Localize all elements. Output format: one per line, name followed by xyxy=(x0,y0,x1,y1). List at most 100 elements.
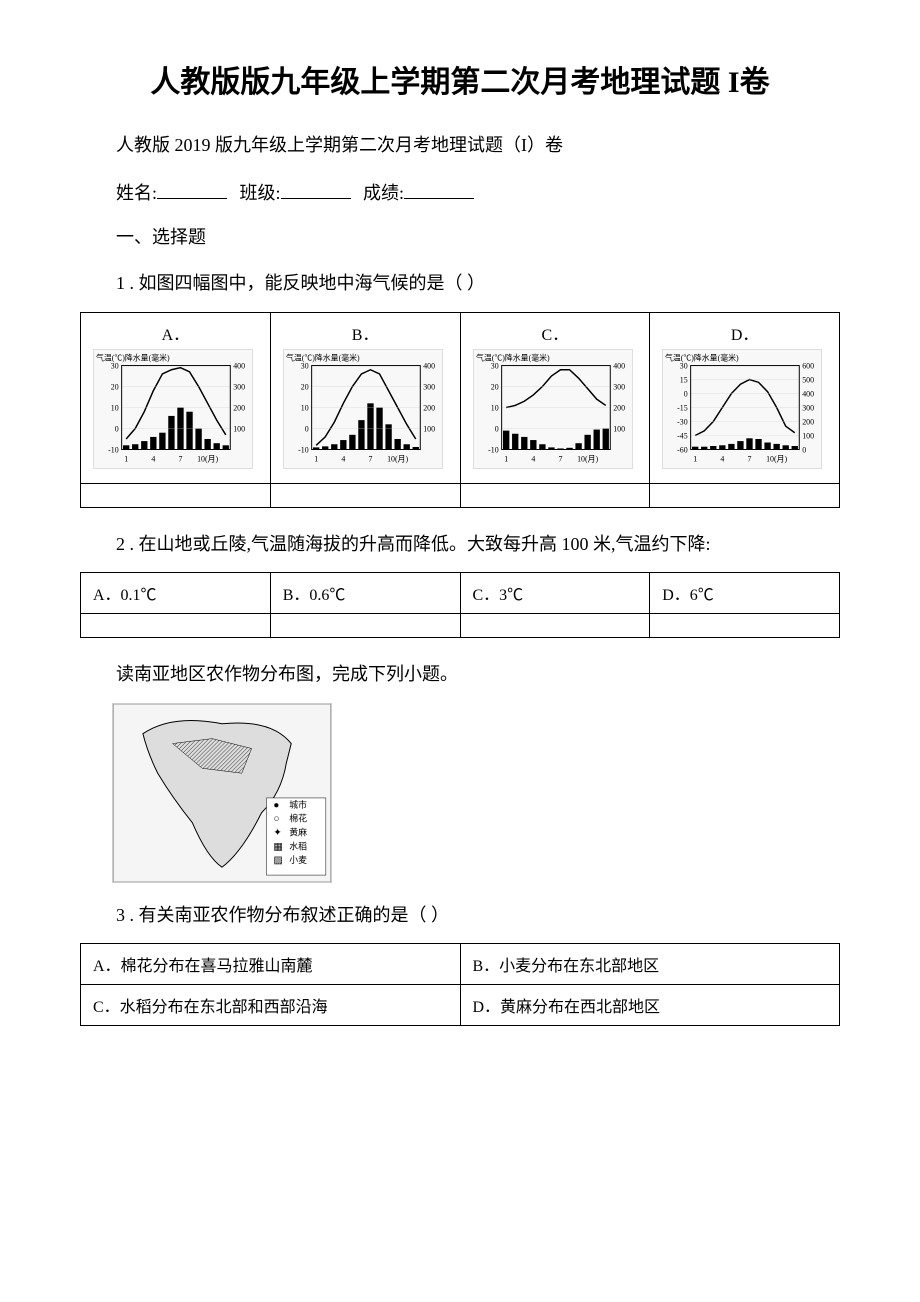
empty-cell xyxy=(650,614,840,638)
score-blank[interactable] xyxy=(404,198,474,199)
option-b: B．小麦分布在东北部地区 xyxy=(460,943,840,984)
svg-text:200: 200 xyxy=(802,417,814,426)
class-blank[interactable] xyxy=(281,198,351,199)
section-heading: 一、选择题 xyxy=(80,223,840,249)
question-3-options-table: A．棉花分布在喜马拉雅山南麓 B．小麦分布在东北部地区 C．水稻分布在东北部和西… xyxy=(80,943,840,1026)
svg-text:-60: -60 xyxy=(677,445,688,454)
svg-text:1: 1 xyxy=(124,454,128,463)
svg-text:水稻: 水稻 xyxy=(289,840,307,851)
option-d: D．黄麻分布在西北部地区 xyxy=(460,984,840,1025)
svg-text:小麦: 小麦 xyxy=(289,854,307,865)
table-row: A． 气温(℃)降水量(毫米) 3020100-10400300200100 1… xyxy=(81,312,840,483)
svg-text:30: 30 xyxy=(301,361,309,370)
climate-chart-d: 气温(℃)降水量(毫米) 30150-15-30-45-606005004003… xyxy=(662,349,822,469)
svg-text:4: 4 xyxy=(721,454,725,463)
empty-cell xyxy=(460,483,650,507)
option-b-cell: B． 气温(℃)降水量(毫米) 3020100-10400300200100 1… xyxy=(270,312,460,483)
empty-cell xyxy=(460,614,650,638)
svg-text:4: 4 xyxy=(151,454,155,463)
svg-text:10: 10 xyxy=(301,403,309,412)
axis-label: 气温(℃)降水量(毫米) xyxy=(475,352,549,362)
svg-text:1: 1 xyxy=(504,454,508,463)
svg-text:600: 600 xyxy=(802,361,814,370)
name-blank[interactable] xyxy=(157,198,227,199)
svg-text:30: 30 xyxy=(111,361,119,370)
table-row xyxy=(81,614,840,638)
svg-text:1: 1 xyxy=(314,454,318,463)
svg-text:▦: ▦ xyxy=(273,841,282,852)
climate-chart-a: 气温(℃)降水量(毫米) 3020100-10400300200100 1471… xyxy=(93,349,253,469)
empty-cell xyxy=(81,483,271,507)
page-title: 人教版版九年级上学期第二次月考地理试题 I卷 xyxy=(80,60,840,105)
option-c: C．水稻分布在东北部和西部沿海 xyxy=(81,984,461,1025)
svg-text:20: 20 xyxy=(111,382,119,391)
option-a-cell: A． 气温(℃)降水量(毫米) 3020100-10400300200100 1… xyxy=(81,312,271,483)
option-a-label: A． xyxy=(93,321,258,345)
svg-text:棉花: 棉花 xyxy=(289,812,307,823)
svg-text:0: 0 xyxy=(684,389,688,398)
svg-text:10: 10 xyxy=(111,403,119,412)
option-d-label: D． xyxy=(662,321,827,345)
question-1-text: 1 . 如图四幅图中，能反映地中海气候的是（ ） xyxy=(80,267,840,299)
svg-text:-30: -30 xyxy=(677,417,688,426)
svg-text:▨: ▨ xyxy=(273,855,282,866)
option-c: C．3℃ xyxy=(460,573,650,614)
map-svg: ●城市○棉花✦黄麻▦水稻▨小麦 xyxy=(113,704,331,882)
svg-text:300: 300 xyxy=(802,403,814,412)
svg-text:●: ● xyxy=(273,799,279,810)
table-row xyxy=(81,483,840,507)
empty-cell xyxy=(270,483,460,507)
svg-text:7: 7 xyxy=(179,454,183,463)
question-2-text: 2 . 在山地或丘陵,气温随海拔的升高而降低。大致每升高 100 米,气温约下降… xyxy=(80,528,840,560)
svg-text:500: 500 xyxy=(802,375,814,384)
axis-label: 气温(℃)降水量(毫米) xyxy=(665,352,739,362)
table-row: A．0.1℃ B．0.6℃ C．3℃ D．6℃ xyxy=(81,573,840,614)
score-label: 成绩: xyxy=(363,183,404,203)
axis-label: 气温(℃)降水量(毫米) xyxy=(286,352,360,362)
svg-text:✦: ✦ xyxy=(273,827,281,838)
empty-cell xyxy=(81,614,271,638)
name-label: 姓名: xyxy=(116,183,157,203)
table-row: A．棉花分布在喜马拉雅山南麓 B．小麦分布在东北部地区 xyxy=(81,943,840,984)
option-a: A．棉花分布在喜马拉雅山南麓 xyxy=(81,943,461,984)
svg-text:1: 1 xyxy=(693,454,697,463)
axis-label: 气温(℃)降水量(毫米) xyxy=(96,352,170,362)
svg-text:100: 100 xyxy=(233,424,245,433)
svg-text:-45: -45 xyxy=(677,431,688,440)
svg-text:○: ○ xyxy=(273,813,279,824)
option-d: D．6℃ xyxy=(650,573,840,614)
svg-text:200: 200 xyxy=(233,403,245,412)
svg-text:200: 200 xyxy=(423,403,435,412)
svg-text:10(月): 10(月) xyxy=(197,454,218,463)
chart-svg-a: 气温(℃)降水量(毫米) 3020100-10400300200100 1471… xyxy=(94,350,252,470)
svg-text:10(月): 10(月) xyxy=(577,454,598,463)
south-asia-map: ●城市○棉花✦黄麻▦水稻▨小麦 xyxy=(112,703,332,883)
svg-text:7: 7 xyxy=(748,454,752,463)
climate-chart-c: 气温(℃)降水量(毫米) 3020100-10400300200100 1471… xyxy=(473,349,633,469)
svg-text:400: 400 xyxy=(423,361,435,370)
option-c-cell: C． 气温(℃)降水量(毫米) 3020100-10400300200100 1… xyxy=(460,312,650,483)
svg-text:30: 30 xyxy=(490,361,498,370)
svg-text:20: 20 xyxy=(490,382,498,391)
svg-text:100: 100 xyxy=(802,431,814,440)
svg-text:100: 100 xyxy=(613,424,625,433)
chart-svg-d: 气温(℃)降水量(毫米) 30150-15-30-45-606005004003… xyxy=(663,350,821,470)
svg-text:-10: -10 xyxy=(298,445,309,454)
table-row: C．水稻分布在东北部和西部沿海 D．黄麻分布在西北部地区 xyxy=(81,984,840,1025)
question-1-options-table: A． 气温(℃)降水量(毫米) 3020100-10400300200100 1… xyxy=(80,312,840,508)
climate-chart-b: 气温(℃)降水量(毫米) 3020100-10400300200100 1471… xyxy=(283,349,443,469)
svg-text:0: 0 xyxy=(494,424,498,433)
chart-svg-b: 气温(℃)降水量(毫米) 3020100-10400300200100 1471… xyxy=(284,350,442,470)
option-c-label: C． xyxy=(473,321,638,345)
svg-text:0: 0 xyxy=(115,424,119,433)
svg-text:黄麻: 黄麻 xyxy=(289,826,307,837)
svg-text:400: 400 xyxy=(233,361,245,370)
svg-text:4: 4 xyxy=(341,454,345,463)
svg-text:20: 20 xyxy=(301,382,309,391)
option-b-label: B． xyxy=(283,321,448,345)
empty-cell xyxy=(650,483,840,507)
svg-text:-10: -10 xyxy=(488,445,499,454)
svg-text:30: 30 xyxy=(680,361,688,370)
svg-text:4: 4 xyxy=(531,454,535,463)
svg-text:400: 400 xyxy=(802,389,814,398)
